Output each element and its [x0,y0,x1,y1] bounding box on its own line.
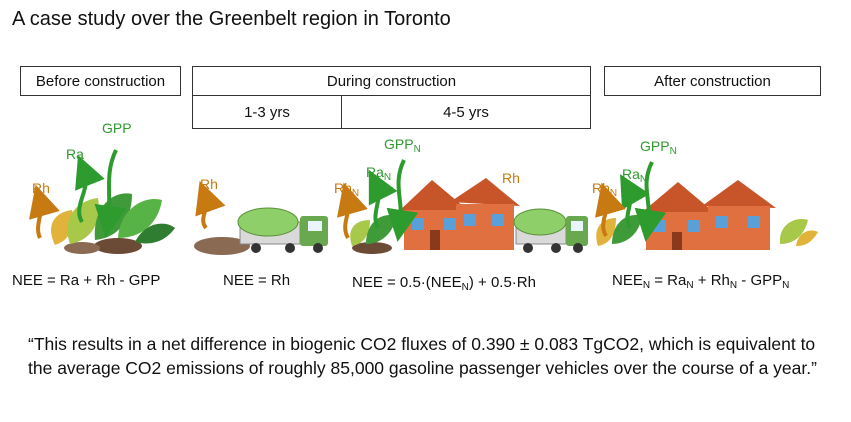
gpp-label-during2: GPPN [384,136,421,155]
gpp-arrow-before [94,149,127,238]
ra-arrow-before [75,155,105,224]
ra-label-before: Ra [66,146,84,162]
ra-arrow-after [620,174,650,229]
truck-illustration-during1 [194,207,328,255]
rh-label-during2-truck: Rh [502,170,520,186]
rh-arrow-during1 [195,180,226,230]
phase-before-label: Before construction [35,72,166,90]
plants-illustration-before [51,193,175,254]
rh-arrow-before [28,184,60,239]
rh-label-during2: RhN [334,180,360,199]
rh-arrow-after [594,182,626,237]
gpp-label-after: GPPN [640,138,677,157]
gpp-arrow-during2 [386,159,419,242]
page-title: A case study over the Greenbelt region i… [12,8,451,30]
phase-during-box: During construction [192,66,591,96]
rh-label-before: Rh [32,180,50,196]
phase-during-sub2-box: 4-5 yrs [341,95,591,129]
phase-after-label: After construction [654,72,771,90]
house-illustration-during2 [398,178,520,250]
rh-label-during1: Rh [200,176,218,192]
equation-during2: NEE = 0.5·(NEEN) + 0.5·Rh [352,274,536,293]
equation-after: NEEN = RaN + RhN - GPPN [612,272,790,291]
ra-label-during2: RaN [366,164,392,183]
phase-before-box: Before construction [20,66,181,96]
plants-illustration-during2 [350,215,396,254]
gpp-label-before: GPP [102,120,132,136]
truck-illustration-during2 [513,208,588,253]
equation-before: NEE = Ra + Rh - GPP [12,272,161,289]
phase-during-sub1-label: 1-3 yrs [244,103,290,121]
ra-arrow-during2 [368,169,398,229]
house-illustration-after [640,180,776,250]
phase-after-box: After construction [604,66,821,96]
phase-during-label: During construction [326,72,457,90]
phase-during-sub1-box: 1-3 yrs [192,95,342,129]
equation-during1: NEE = Rh [223,272,291,289]
ra-label-after: RaN [622,166,648,185]
quote-text: “This results in a net difference in bio… [28,334,817,378]
rh-arrow-during2 [336,182,368,239]
rh-label-after: RhN [592,180,618,199]
phase-during-sub2-label: 4-5 yrs [443,103,489,121]
